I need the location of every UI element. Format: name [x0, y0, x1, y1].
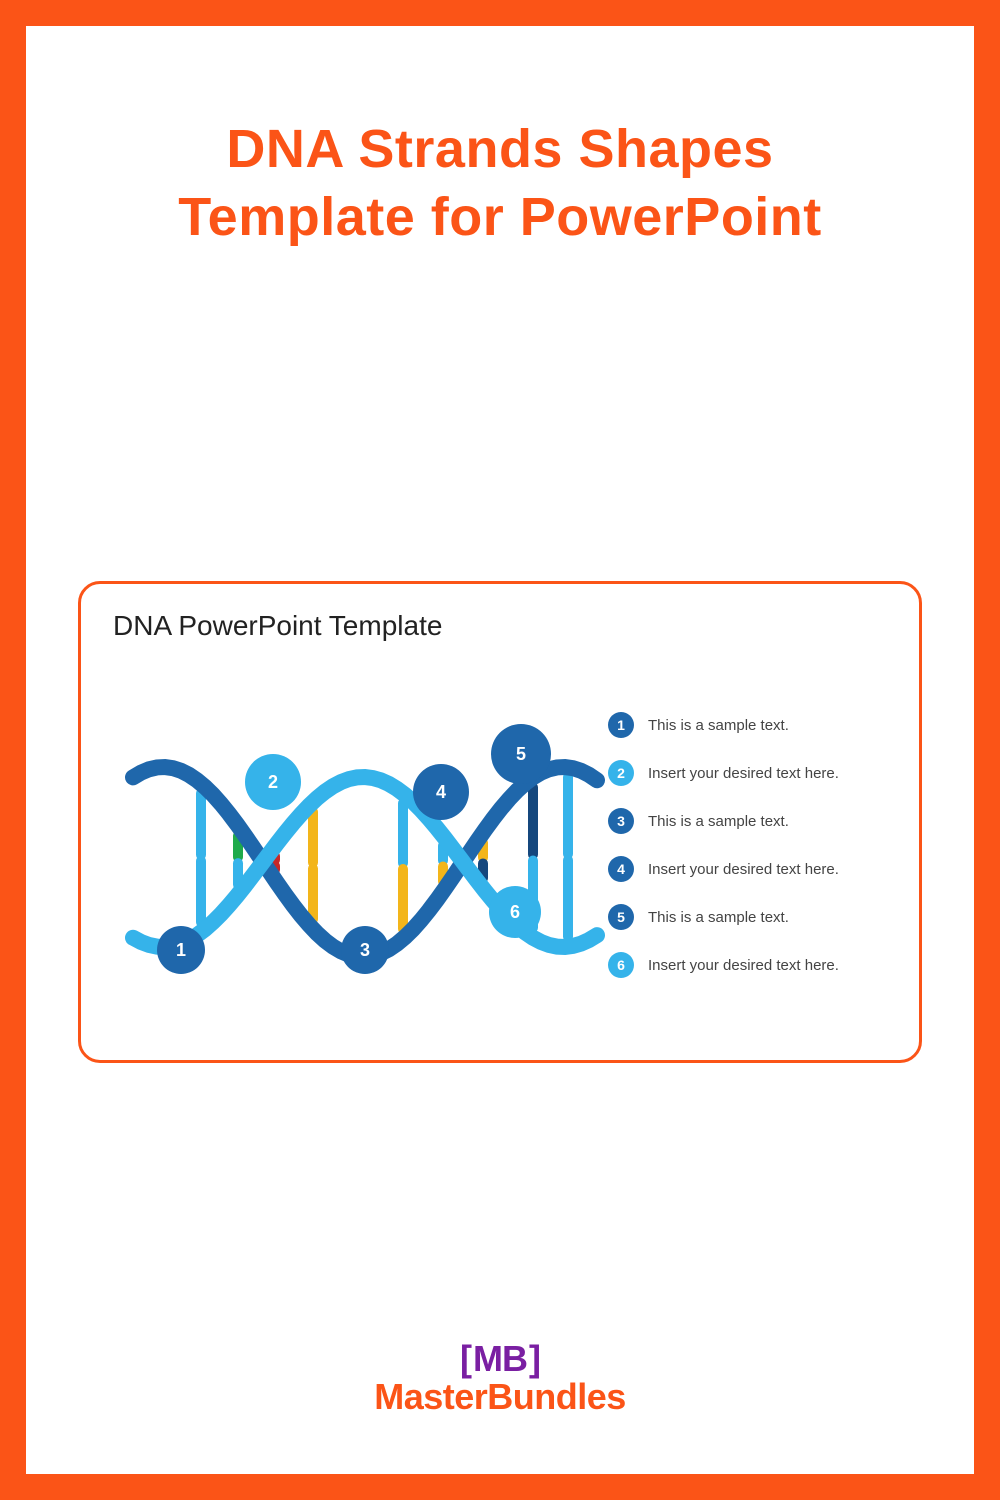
svg-text:3: 3: [360, 940, 370, 960]
bracket-right-icon: ]: [527, 1338, 542, 1379]
svg-text:2: 2: [268, 772, 278, 792]
legend-dot: 4: [608, 856, 634, 882]
svg-text:6: 6: [510, 902, 520, 922]
logo-mark: [MB]: [458, 1338, 542, 1380]
legend-text: Insert your desired text here.: [648, 957, 839, 974]
title-line-2: Template for PowerPoint: [178, 187, 822, 247]
svg-text:1: 1: [176, 940, 186, 960]
brand-logo: [MB] MasterBundles: [374, 1338, 626, 1418]
legend-item: 6 Insert your desired text here.: [608, 952, 883, 978]
legend-dot: 3: [608, 808, 634, 834]
legend-list: 1 This is a sample text. 2 Insert your desi…: [608, 712, 883, 978]
slide-card: DNA PowerPoint Template 1 2 3 4 5 6 1 This is …: [78, 581, 922, 1063]
legend-item: 5 This is a sample text.: [608, 904, 883, 930]
page-title: DNA Strands Shapes Template for PowerPoi…: [178, 116, 822, 251]
bracket-left-icon: [: [458, 1338, 473, 1379]
legend-dot: 1: [608, 712, 634, 738]
legend-dot: 5: [608, 904, 634, 930]
svg-text:5: 5: [516, 744, 526, 764]
dna-diagram: 1 2 3 4 5 6: [103, 662, 623, 1022]
outer-frame: DNA Strands Shapes Template for PowerPoi…: [0, 0, 1000, 1500]
title-line-1: DNA Strands Shapes: [226, 119, 773, 179]
legend-dot: 2: [608, 760, 634, 786]
logo-mb-letters: MB: [473, 1338, 527, 1379]
legend-text: This is a sample text.: [648, 909, 789, 926]
legend-item: 2 Insert your desired text here.: [608, 760, 883, 786]
legend-dot: 6: [608, 952, 634, 978]
legend-text: Insert your desired text here.: [648, 765, 839, 782]
legend-item: 3 This is a sample text.: [608, 808, 883, 834]
legend-text: Insert your desired text here.: [648, 861, 839, 878]
logo-wordmark: MasterBundles: [374, 1376, 626, 1418]
svg-text:4: 4: [436, 782, 446, 802]
legend-item: 1 This is a sample text.: [608, 712, 883, 738]
slide-title: DNA PowerPoint Template: [113, 610, 887, 642]
inner-canvas: DNA Strands Shapes Template for PowerPoi…: [26, 26, 974, 1474]
legend-text: This is a sample text.: [648, 717, 789, 734]
slide-body: 1 2 3 4 5 6 1 This is a sample text. 2 Insert yo…: [113, 642, 887, 1026]
legend-text: This is a sample text.: [648, 813, 789, 830]
legend-item: 4 Insert your desired text here.: [608, 856, 883, 882]
